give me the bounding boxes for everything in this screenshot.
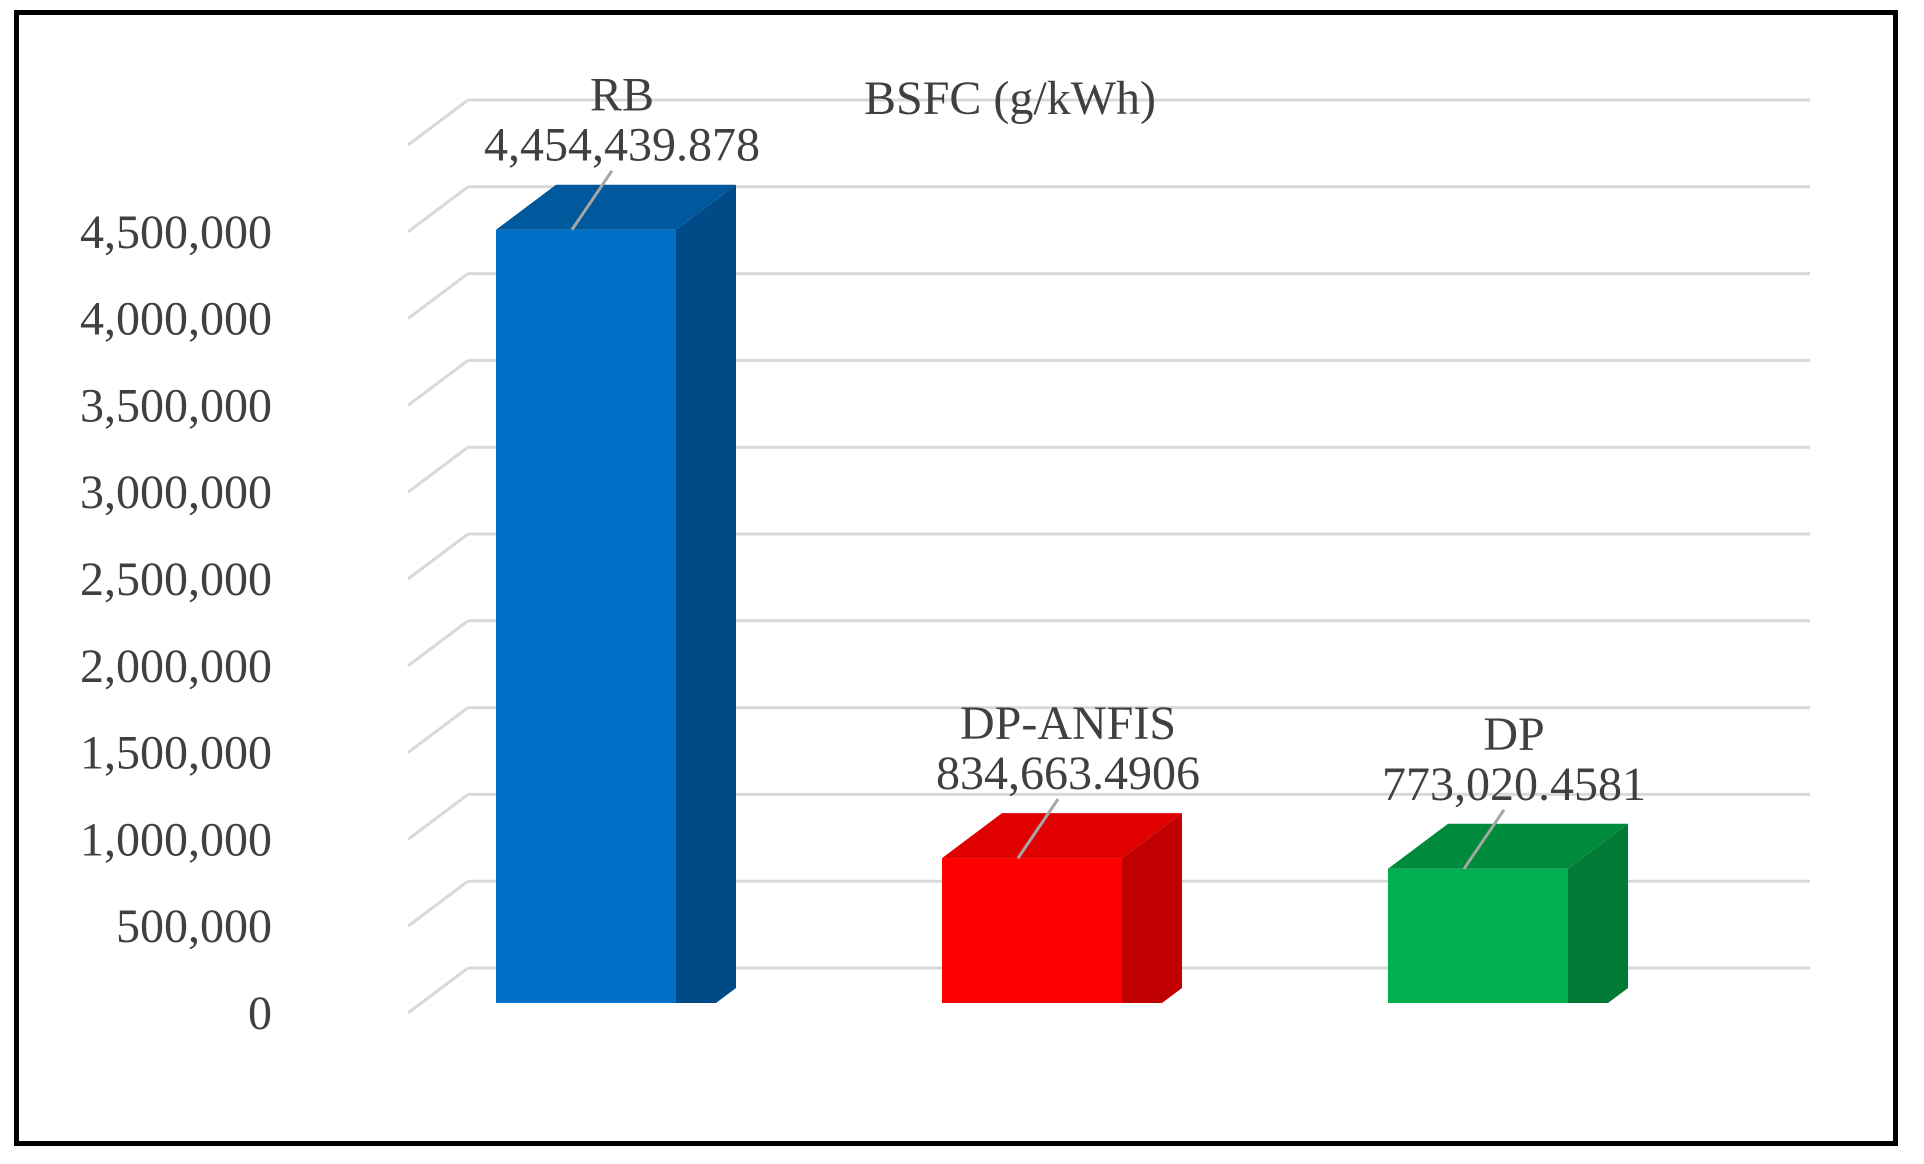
y-tick-label: 4,500,000 — [80, 206, 272, 259]
y-tick-label: 2,500,000 — [80, 553, 272, 606]
data-label-category: RB — [590, 69, 654, 122]
y-tick-label: 4,000,000 — [80, 293, 272, 346]
gridline-side — [407, 272, 469, 320]
y-tick-label: 1,500,000 — [80, 727, 272, 780]
bar-side-dp — [1568, 823, 1628, 1003]
y-tick-label: 0 — [248, 987, 272, 1040]
data-label-category: DP — [1483, 708, 1544, 761]
leader-line — [570, 169, 614, 231]
gridline-side — [407, 619, 469, 667]
bar-side-dp-anfis — [1122, 813, 1182, 1003]
bar-dp-anfis — [942, 813, 1182, 1003]
gridline-side — [407, 880, 469, 928]
gridline-side — [407, 793, 469, 841]
gridline-side — [407, 446, 469, 494]
bars — [496, 184, 1628, 1004]
bar-dp — [1388, 823, 1628, 1003]
bar-front-rb — [496, 229, 676, 1004]
gridline-side — [407, 98, 469, 147]
y-tick-label: 2,000,000 — [80, 640, 272, 693]
bar-top-dp-anfis — [942, 813, 1182, 859]
leader-line — [1462, 808, 1506, 870]
bar-rb — [496, 184, 736, 1004]
data-label-value: 4,454,439.878 — [484, 119, 760, 172]
y-tick-label: 3,000,000 — [80, 466, 272, 519]
gridline-side — [407, 966, 469, 1015]
y-tick-label: 1,000,000 — [80, 813, 272, 866]
chart-title: BSFC (g/kWh) — [864, 72, 1156, 125]
bar-top-rb — [496, 184, 736, 230]
y-axis-ticks: 0 500,000 1,000,000 1,500,000 2,000,000 2,500… — [80, 206, 272, 1040]
leader-line — [1016, 798, 1060, 859]
gridline-side — [407, 359, 469, 407]
gridline-side — [407, 185, 469, 234]
y-tick-label: 500,000 — [116, 900, 272, 953]
gridline-side — [407, 706, 469, 754]
data-label-value: 773,020.4581 — [1382, 758, 1646, 811]
data-label-value: 834,663.4906 — [936, 747, 1200, 800]
bar-side-rb — [676, 184, 736, 1004]
gridline-side — [407, 532, 469, 581]
data-label-category: DP-ANFIS — [960, 697, 1176, 750]
bar-front-dp-anfis — [942, 858, 1122, 1003]
bar-front-dp — [1388, 868, 1568, 1003]
y-tick-label: 3,500,000 — [80, 379, 272, 432]
bar-top-dp — [1388, 823, 1628, 869]
